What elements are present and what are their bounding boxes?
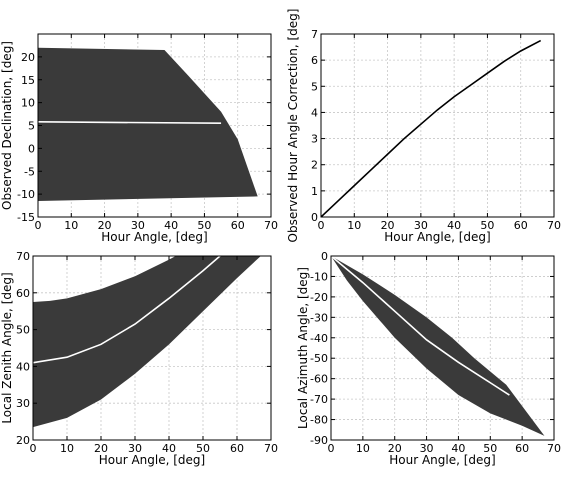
chart-2-ytick-label-6: 6 bbox=[311, 54, 318, 67]
chart-3-plot bbox=[33, 256, 261, 428]
chart-4-ytick-label-4: -50 bbox=[310, 352, 328, 365]
chart-3-ytick-label-4: 60 bbox=[16, 287, 30, 300]
chart-1-plot bbox=[38, 47, 258, 201]
chart-2-ytick-label-2: 2 bbox=[311, 159, 318, 172]
chart-3-xtick-label-5: 50 bbox=[196, 442, 210, 455]
chart-1-xtick-label-6: 60 bbox=[231, 219, 245, 232]
chart-3-xtick-label-4: 40 bbox=[162, 442, 176, 455]
chart-2-xtick-label-4: 40 bbox=[447, 219, 461, 232]
chart-1-band bbox=[38, 47, 258, 201]
chart-2-xtick-label-1: 10 bbox=[347, 219, 361, 232]
chart-4-ytick-label-7: -20 bbox=[310, 291, 328, 304]
chart-4-ytick-label-3: -60 bbox=[310, 373, 328, 386]
chart-panel-2: 0 10 20 30 40 50 60 70 0 1 2 3 4 5 6 7 Hour Angle, [deg]… bbox=[286, 9, 561, 244]
chart-3-frame bbox=[32, 255, 272, 441]
chart-1-xlabel: Hour Angle, [deg] bbox=[101, 230, 207, 244]
chart-1-xtick-label-4: 40 bbox=[164, 219, 178, 232]
chart-4-frame bbox=[330, 255, 555, 441]
chart-panel-3: 0 10 20 30 40 50 60 70 20 30 40 50 60 70 Hour Angle, [… bbox=[0, 250, 278, 467]
chart-3-ytick-label-0: 20 bbox=[16, 434, 30, 447]
chart-4-xtick-label-5: 50 bbox=[483, 442, 497, 455]
chart-2-ytick-label-7: 7 bbox=[311, 28, 318, 41]
chart-3-ytick-label-5: 70 bbox=[16, 250, 30, 263]
chart-2-ytick-label-0: 0 bbox=[311, 211, 318, 224]
chart-4-ytick-label-6: -30 bbox=[310, 311, 328, 324]
chart-3-xtick-label-6: 60 bbox=[230, 442, 244, 455]
chart-4-center-line bbox=[331, 256, 510, 396]
chart-2-xtick-label-2: 20 bbox=[381, 219, 395, 232]
chart-1-xtick-label-1: 10 bbox=[64, 219, 78, 232]
chart-1-xtick-label-0: 0 bbox=[35, 219, 42, 232]
chart-4-xtick-label-4: 40 bbox=[451, 442, 465, 455]
chart-4-ytick-label-1: -80 bbox=[310, 414, 328, 427]
chart-3-band bbox=[33, 256, 261, 428]
chart-2-xtick-label-3: 30 bbox=[414, 219, 428, 232]
chart-4-xtick-label-0: 0 bbox=[328, 442, 335, 455]
chart-2-plot bbox=[321, 39, 542, 217]
chart-3-ytick-label-2: 40 bbox=[16, 360, 30, 373]
chart-3-xlabel: Hour Angle, [deg] bbox=[99, 453, 205, 467]
chart-2-ylabel: Observed Hour Angle Correction, [deg] bbox=[286, 9, 300, 243]
chart-4-xlabel: Hour Angle, [deg] bbox=[389, 453, 495, 467]
chart-2-xlabel: Hour Angle, [deg] bbox=[384, 230, 490, 244]
chart-4-ytick-label-8: -10 bbox=[310, 270, 328, 283]
chart-4-ytick-label-5: -40 bbox=[310, 332, 328, 345]
chart-panel-4: 0 10 20 30 40 50 60 70 -90 -80 -70 -60 -50 -40 -30 -20 -… bbox=[296, 250, 561, 467]
chart-1-xtick-label-3: 30 bbox=[131, 219, 145, 232]
chart-3-xtick-label-3: 30 bbox=[128, 442, 142, 455]
chart-1-ytick-label-4: 5 bbox=[28, 120, 35, 133]
chart-1-ytick-label-5: 10 bbox=[21, 97, 35, 110]
chart-3-ytick-label-1: 30 bbox=[16, 397, 30, 410]
chart-4-ytick-label-0: -90 bbox=[310, 434, 328, 447]
chart-1-ytick-label-6: 15 bbox=[21, 74, 35, 87]
chart-2-series-line-0 bbox=[321, 39, 542, 217]
chart-2-ytick-label-1: 1 bbox=[311, 185, 318, 198]
chart-2-ytick-label-4: 4 bbox=[311, 106, 318, 119]
chart-4-plot bbox=[331, 256, 545, 436]
chart-2-ytick-label-5: 5 bbox=[311, 80, 318, 93]
chart-3-xtick-label-2: 20 bbox=[94, 442, 108, 455]
chart-3-xtick-label-7: 70 bbox=[264, 442, 278, 455]
chart-1-xtick-label-5: 50 bbox=[197, 219, 211, 232]
chart-4-ylabel: Local Azimuth Angle, [deg] bbox=[296, 267, 310, 429]
chart-2-xtick-label-6: 60 bbox=[514, 219, 528, 232]
chart-3-ylabel: Local Zenith Angle, [deg] bbox=[0, 272, 14, 423]
chart-4-xtick-label-6: 60 bbox=[515, 442, 529, 455]
chart-3-xtick-label-1: 10 bbox=[60, 442, 74, 455]
chart-3-ytick-label-3: 50 bbox=[16, 324, 30, 337]
chart-4-xtick-label-3: 30 bbox=[420, 442, 434, 455]
chart-2-xtick-label-7: 70 bbox=[547, 219, 561, 232]
chart-1-xtick-label-7: 70 bbox=[264, 219, 278, 232]
chart-1-ytick-label-3: 0 bbox=[28, 142, 35, 155]
chart-3-xtick-label-0: 0 bbox=[30, 442, 37, 455]
chart-4-ytick-label-2: -70 bbox=[310, 393, 328, 406]
chart-1-ytick-label-1: -10 bbox=[17, 188, 35, 201]
chart-3-center-line bbox=[33, 256, 221, 364]
chart-2-frame bbox=[320, 33, 555, 218]
chart-1-ytick-label-0: -15 bbox=[17, 211, 35, 224]
chart-2-plot-area bbox=[321, 34, 554, 217]
chart-4-ytick-label-9: 0 bbox=[321, 250, 328, 263]
chart-4-xtick-label-2: 20 bbox=[388, 442, 402, 455]
chart-1-ytick-label-2: -5 bbox=[24, 165, 35, 178]
chart-2-xtick-label-0: 0 bbox=[318, 219, 325, 232]
chart-4-xtick-label-7: 70 bbox=[547, 442, 561, 455]
chart-2-ytick-label-3: 3 bbox=[311, 133, 318, 146]
chart-1-ytick-label-7: 20 bbox=[21, 51, 35, 64]
chart-1-center-line bbox=[38, 121, 222, 125]
chart-1-xtick-label-2: 20 bbox=[98, 219, 112, 232]
chart-4-xtick-label-1: 10 bbox=[356, 442, 370, 455]
chart-2-xtick-label-5: 50 bbox=[480, 219, 494, 232]
chart-1-ylabel: Observed Declination, [deg] bbox=[0, 41, 14, 210]
